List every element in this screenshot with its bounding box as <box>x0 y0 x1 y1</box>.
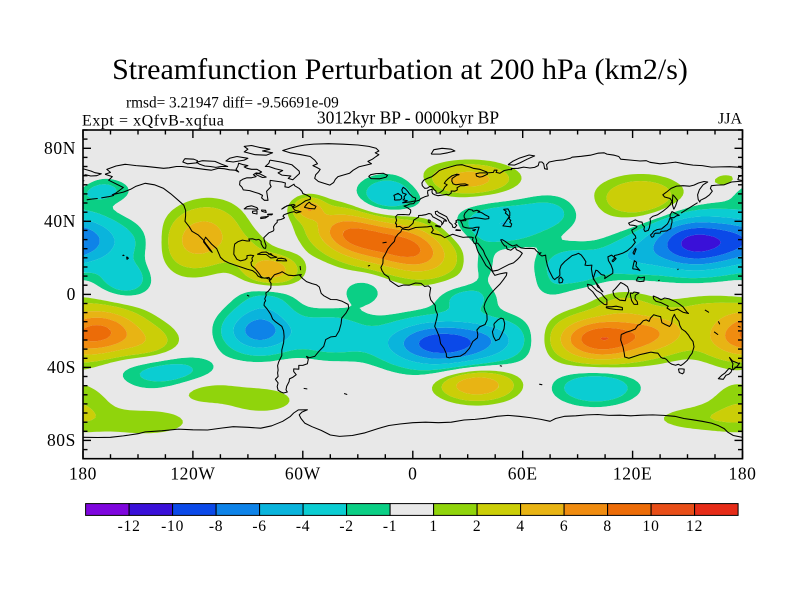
svg-text:2: 2 <box>473 518 482 535</box>
svg-text:-6: -6 <box>252 518 267 535</box>
svg-text:6: 6 <box>560 518 569 535</box>
svg-text:0: 0 <box>408 464 417 484</box>
svg-text:-10: -10 <box>161 518 184 535</box>
svg-text:-4: -4 <box>296 518 311 535</box>
svg-text:80N: 80N <box>44 138 76 158</box>
svg-text:120W: 120W <box>170 464 215 484</box>
svg-text:40S: 40S <box>47 357 76 377</box>
svg-text:180: 180 <box>728 464 756 484</box>
svg-text:-1: -1 <box>383 518 398 535</box>
svg-text:1: 1 <box>429 518 438 535</box>
svg-text:80S: 80S <box>47 430 76 450</box>
svg-text:12: 12 <box>686 518 703 535</box>
svg-text:rmsd= 3.21947 diff= -9.56691e-: rmsd= 3.21947 diff= -9.56691e-09 <box>126 95 339 112</box>
svg-text:Expt = xQfvB-xqfua: Expt = xQfvB-xqfua <box>82 113 224 130</box>
svg-text:Streamfunction Perturbation at: Streamfunction Perturbation at 200 hPa (… <box>112 53 688 86</box>
svg-text:10: 10 <box>643 518 660 535</box>
svg-text:JJA: JJA <box>718 111 742 128</box>
svg-text:120E: 120E <box>613 464 652 484</box>
svg-text:3012kyr BP - 0000kyr BP: 3012kyr BP - 0000kyr BP <box>317 108 499 128</box>
svg-text:60E: 60E <box>508 464 538 484</box>
svg-text:40N: 40N <box>44 211 76 231</box>
svg-text:180: 180 <box>69 464 97 484</box>
svg-text:8: 8 <box>603 518 612 535</box>
svg-text:-2: -2 <box>339 518 354 535</box>
svg-text:-12: -12 <box>118 518 141 535</box>
svg-text:4: 4 <box>516 518 525 535</box>
svg-text:60W: 60W <box>285 464 321 484</box>
svg-text:0: 0 <box>67 284 76 304</box>
svg-text:-8: -8 <box>209 518 224 535</box>
